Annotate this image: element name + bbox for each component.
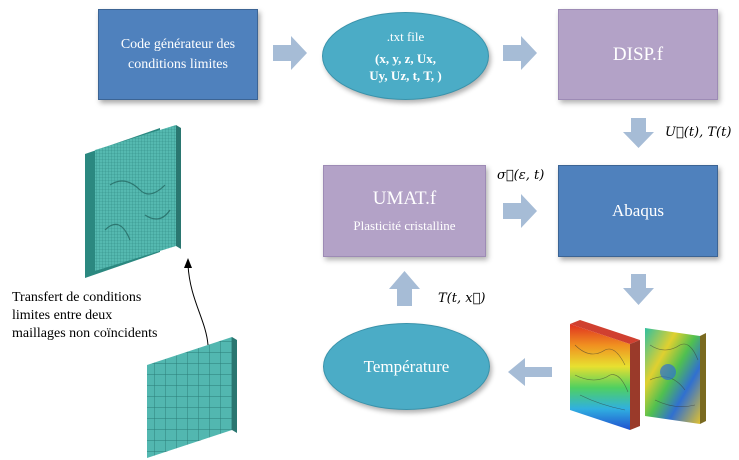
abaqus-label: Abaqus [612, 201, 664, 220]
umat-subtitle: Plasticité cristalline [353, 218, 456, 233]
arrow-umat-to-abaqus [503, 194, 537, 228]
temperature-label: Température [363, 356, 450, 376]
displacement-label: U⃗(t), T(t) [665, 125, 732, 140]
temperature-ellipse: Température [323, 323, 490, 410]
arrow-abaqus-down [623, 274, 654, 305]
arrow-contour-to-temperature [508, 358, 552, 386]
stress-label: σ⃗(ε, t) [497, 168, 545, 183]
arrow-txt-to-disp [503, 36, 537, 70]
abaqus-box: Abaqus [558, 165, 718, 257]
contour-plot-image-1 [570, 320, 640, 430]
code-generator-line2: conditions limites [128, 56, 228, 72]
code-generator-box: Code générateur des conditions limites [98, 9, 258, 100]
txt-file-line1: (x, y, z, Ux, [374, 51, 437, 66]
contour-plot-image-2 [645, 328, 706, 424]
arrow-disp-to-abaqus [623, 118, 654, 148]
txt-file-line2: Uy, Uz, t, T, ) [369, 68, 442, 83]
arrow-generator-to-txt [273, 36, 307, 70]
transfer-note: Transfert de conditions limites entre de… [12, 289, 157, 343]
code-generator-line1: Code générateur des [120, 36, 236, 52]
temperature-field-label: T(t, x⃗) [438, 291, 486, 306]
fine-mesh-plate-image [85, 125, 181, 278]
txt-file-title: .txt file [386, 29, 425, 44]
umat-box: UMAT.f Plasticité cristalline [323, 165, 486, 257]
disp-box: DISP.f [558, 9, 718, 100]
disp-label: DISP.f [612, 43, 664, 65]
transfer-note-line2: limites entre deux [12, 308, 113, 323]
transfer-note-line3: maillages non coïncidents [12, 326, 158, 341]
txt-file-ellipse: .txt file (x, y, z, Ux, Uy, Uz, t, T, ) [322, 12, 489, 100]
flow-arrows [273, 36, 654, 386]
umat-title: UMAT.f [372, 188, 437, 209]
coarse-mesh-plate-image [147, 337, 237, 458]
arrow-temperature-to-umat [389, 271, 420, 306]
transfer-note-line1: Transfert de conditions [12, 290, 142, 305]
transfer-arrowhead [184, 258, 192, 268]
transfer-curve-arrow [187, 264, 209, 346]
